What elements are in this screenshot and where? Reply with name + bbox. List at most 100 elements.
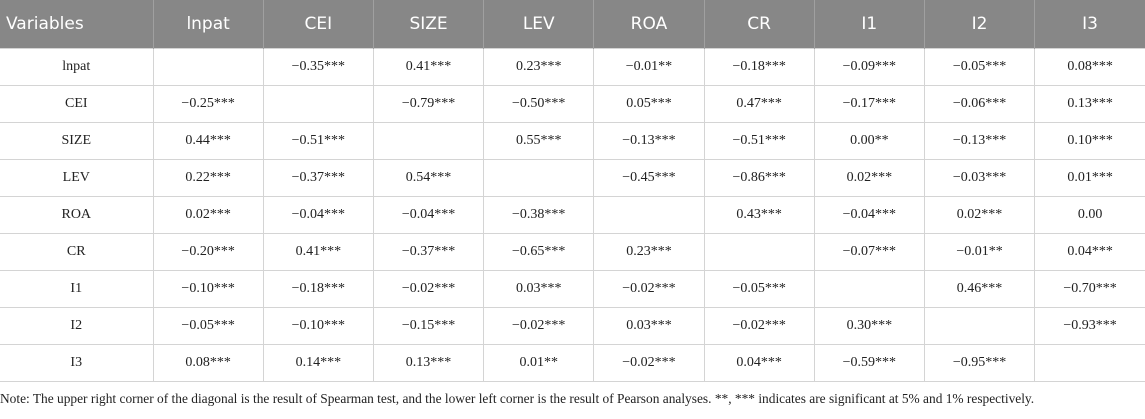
cell: 0.08*** (152, 344, 264, 382)
cell: 0.41*** (372, 48, 485, 86)
cell: −0.02*** (372, 270, 485, 308)
table-row: LEV 0.22*** −0.37*** 0.54*** −0.45*** −0.86**… (0, 159, 1145, 197)
cell (813, 270, 925, 308)
cell: −0.02*** (593, 344, 705, 382)
cell: −0.35*** (262, 48, 374, 86)
cell: 0.02*** (152, 196, 264, 234)
cell: −0.79*** (372, 85, 485, 123)
correlation-table: Variables lnpat CEI SIZE LEV ROA CR I1 I2 I3 lnpa… (0, 0, 1145, 382)
cell: −0.02*** (483, 307, 595, 345)
cell: −0.18*** (262, 270, 374, 308)
cell (703, 233, 815, 271)
cell: 0.02*** (923, 196, 1036, 234)
cell: −0.05*** (703, 270, 815, 308)
row-label: I3 (0, 344, 154, 382)
cell: 0.41*** (262, 233, 374, 271)
cell: −0.15*** (372, 307, 485, 345)
table-row: lnpat −0.35*** 0.41*** 0.23*** −0.01** −0.18*… (0, 48, 1145, 86)
table-row: I1 −0.10*** −0.18*** −0.02*** 0.03*** −0.02**… (0, 270, 1145, 308)
row-label: CR (0, 233, 154, 271)
cell: −0.17*** (813, 85, 925, 123)
cell: −0.04*** (262, 196, 374, 234)
cell: −0.37*** (372, 233, 485, 271)
cell: 0.04*** (703, 344, 815, 382)
cell: 0.47*** (703, 85, 815, 123)
cell: −0.50*** (483, 85, 595, 123)
table-row: CR −0.20*** 0.41*** −0.37*** −0.65*** 0.23***… (0, 233, 1145, 271)
cell: −0.02*** (593, 270, 705, 308)
cell: 0.43*** (703, 196, 815, 234)
table-note: Note: The upper right corner of the diag… (0, 391, 1035, 406)
cell (152, 48, 264, 86)
cell: −0.13*** (923, 122, 1036, 160)
cell: −0.04*** (813, 196, 925, 234)
row-label: SIZE (0, 122, 154, 160)
cell: −0.09*** (813, 48, 925, 86)
column-header: ROA (593, 0, 705, 49)
row-label: I2 (0, 307, 154, 345)
cell: −0.10*** (262, 307, 374, 345)
cell: −0.05*** (923, 48, 1036, 86)
cell: −0.70*** (1034, 270, 1145, 308)
cell: 0.30*** (813, 307, 925, 345)
cell: −0.02*** (703, 307, 815, 345)
cell: 0.22*** (152, 159, 264, 197)
cell: 0.04*** (1034, 233, 1145, 271)
cell: 0.03*** (593, 307, 705, 345)
cell: 0.01** (483, 344, 595, 382)
cell: 0.00** (813, 122, 925, 160)
cell: −0.01** (593, 48, 705, 86)
row-label: LEV (0, 159, 154, 197)
cell (923, 307, 1036, 345)
cell: 0.13*** (1034, 85, 1145, 123)
cell: 0.02*** (813, 159, 925, 197)
cell: 0.00 (1034, 196, 1145, 234)
cell: −0.37*** (262, 159, 374, 197)
cell (372, 122, 485, 160)
cell (262, 85, 374, 123)
table-row: SIZE 0.44*** −0.51*** 0.55*** −0.13*** −0.51*… (0, 122, 1145, 160)
table-row: I2 −0.05*** −0.10*** −0.15*** −0.02*** 0.03**… (0, 307, 1145, 345)
cell: −0.51*** (262, 122, 374, 160)
cell: −0.25*** (152, 85, 264, 123)
table-row: ROA 0.02*** −0.04*** −0.04*** −0.38*** 0.43**… (0, 196, 1145, 234)
cell: 0.13*** (372, 344, 485, 382)
cell: 0.54*** (372, 159, 485, 197)
cell: −0.93*** (1034, 307, 1145, 345)
cell: 0.14*** (262, 344, 374, 382)
column-header: Variables (0, 0, 154, 49)
cell: 0.03*** (483, 270, 595, 308)
cell: −0.59*** (813, 344, 925, 382)
cell: −0.65*** (483, 233, 595, 271)
cell: −0.13*** (593, 122, 705, 160)
cell: 0.44*** (152, 122, 264, 160)
header-row: Variables lnpat CEI SIZE LEV ROA CR I1 I2 I3 (0, 0, 1145, 49)
cell (1034, 344, 1145, 382)
column-header: I3 (1034, 0, 1145, 49)
table-row: CEI −0.25*** −0.79*** −0.50*** 0.05*** 0.47**… (0, 85, 1145, 123)
cell: 0.46*** (923, 270, 1036, 308)
cell (593, 196, 705, 234)
cell: −0.38*** (483, 196, 595, 234)
cell (483, 159, 595, 197)
column-header: I2 (923, 0, 1035, 49)
cell: −0.45*** (593, 159, 705, 197)
cell: −0.10*** (152, 270, 264, 308)
cell: −0.04*** (372, 196, 485, 234)
table-body: lnpat −0.35*** 0.41*** 0.23*** −0.01** −0.18*… (0, 48, 1145, 382)
column-header: lnpat (152, 0, 264, 49)
row-label: lnpat (0, 48, 154, 86)
column-header: CR (703, 0, 815, 49)
cell: −0.01** (923, 233, 1036, 271)
cell: 0.05*** (593, 85, 705, 123)
column-header: CEI (262, 0, 374, 49)
cell: −0.03*** (923, 159, 1036, 197)
cell: 0.10*** (1034, 122, 1145, 160)
cell: −0.07*** (813, 233, 925, 271)
column-header: SIZE (372, 0, 484, 49)
cell: 0.08*** (1034, 48, 1145, 86)
cell: −0.05*** (152, 307, 264, 345)
cell: −0.86*** (703, 159, 815, 197)
column-header: LEV (483, 0, 594, 49)
